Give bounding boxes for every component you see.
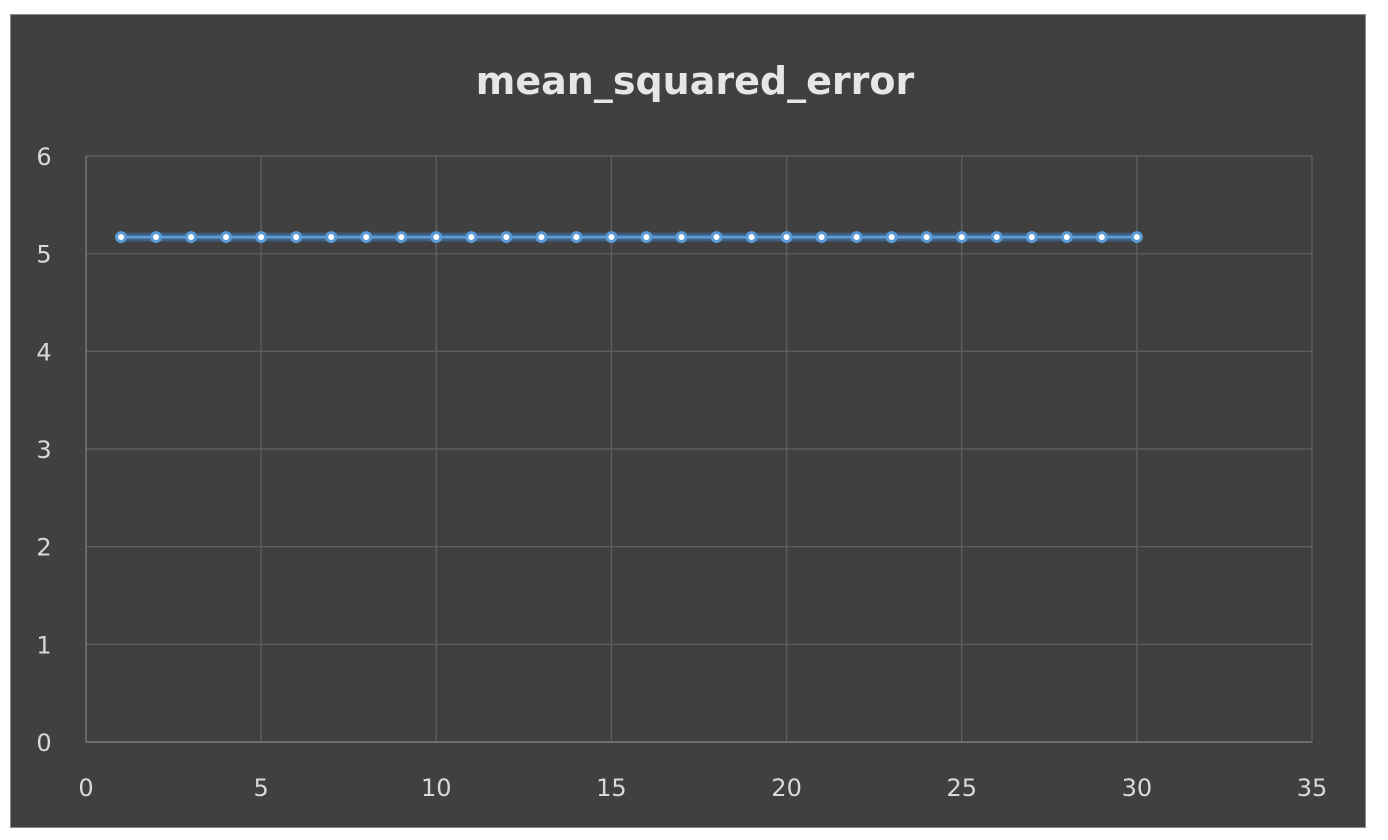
data-point	[255, 231, 268, 244]
data-point	[605, 231, 618, 244]
axes	[85, 156, 1312, 743]
x-tick-label: 10	[421, 774, 452, 802]
data-point	[220, 231, 233, 244]
y-tick-label: 4	[36, 338, 51, 366]
data-point	[955, 231, 968, 244]
data-point	[290, 231, 303, 244]
chart-title: mean_squared_error	[476, 59, 915, 103]
chart-area	[10, 14, 1366, 828]
x-tick-label: 20	[771, 774, 802, 802]
data-point	[360, 231, 373, 244]
x-tick-label: 5	[254, 774, 269, 802]
gridlines	[86, 155, 1313, 742]
x-tick-label: 25	[946, 774, 977, 802]
data-point	[1130, 231, 1143, 244]
data-point	[710, 231, 723, 244]
data-point	[325, 231, 338, 244]
series-layer	[115, 231, 1143, 244]
y-tick-label: 6	[36, 143, 51, 171]
data-point	[150, 231, 163, 244]
data-point	[535, 231, 548, 244]
data-point	[1095, 231, 1108, 244]
data-point	[780, 231, 793, 244]
x-tick-label: 15	[596, 774, 627, 802]
x-tick-label: 35	[1297, 774, 1328, 802]
data-point	[430, 231, 443, 244]
data-point	[850, 231, 863, 244]
y-tick-label: 2	[36, 534, 51, 562]
y-tick-label: 3	[36, 436, 51, 464]
data-point	[395, 231, 408, 244]
data-point	[675, 231, 688, 244]
data-point	[885, 231, 898, 244]
x-tick-label: 30	[1122, 774, 1153, 802]
data-point	[920, 231, 933, 244]
data-point	[1060, 231, 1073, 244]
data-point	[1025, 231, 1038, 244]
tick-labels: 0 1 2 3 4 5 6 0 5 10 15 20 25 30 35	[36, 143, 1327, 802]
data-point	[570, 231, 583, 244]
data-point	[745, 231, 758, 244]
y-tick-label: 0	[36, 729, 51, 757]
data-point	[640, 231, 653, 244]
data-point	[465, 231, 478, 244]
y-tick-label: 1	[36, 631, 51, 659]
data-point	[815, 231, 828, 244]
data-point	[990, 231, 1003, 244]
data-point	[185, 231, 198, 244]
data-point	[115, 231, 128, 244]
x-tick-label: 0	[78, 774, 93, 802]
y-tick-label: 5	[36, 241, 51, 269]
data-point	[500, 231, 513, 244]
